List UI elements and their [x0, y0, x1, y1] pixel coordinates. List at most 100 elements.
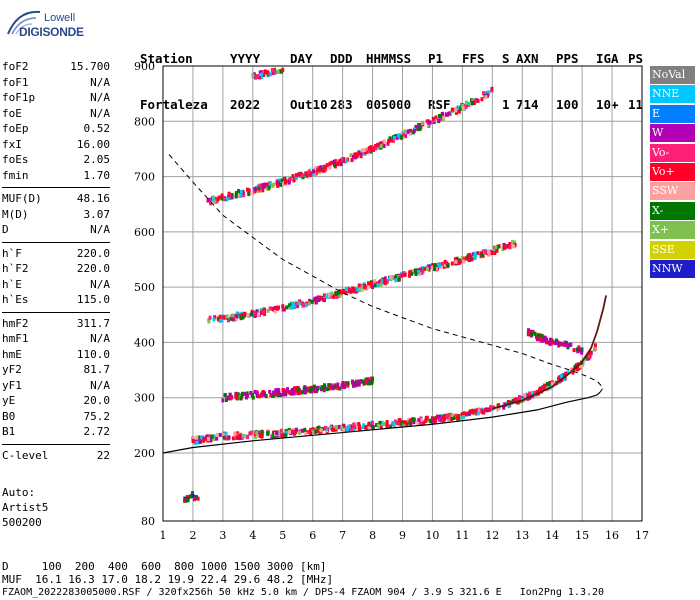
- echo-mark: [366, 378, 370, 383]
- echo-mark: [264, 394, 268, 399]
- param-row: foF1p N/A: [2, 91, 110, 106]
- param-value: 20.0: [83, 394, 111, 407]
- param-value: 0.52: [83, 122, 111, 135]
- echo-mark: [341, 289, 345, 294]
- echo-mark: [414, 124, 418, 129]
- echo-mark: [225, 314, 229, 319]
- echo-mark: [411, 417, 415, 422]
- echo-mark: [195, 435, 199, 440]
- echo-mark: [528, 391, 532, 396]
- echo-mark: [255, 433, 259, 438]
- echo-mark: [432, 267, 436, 272]
- echo-mark: [357, 283, 361, 288]
- echo-mark: [238, 433, 242, 438]
- echo-mark: [361, 425, 365, 430]
- echo-mark: [368, 380, 372, 385]
- echo-mark: [217, 195, 221, 200]
- echo-mark: [462, 411, 466, 416]
- echo-mark: [205, 434, 209, 439]
- echo-mark: [376, 142, 380, 147]
- echo-mark: [434, 266, 438, 271]
- echo-mark: [191, 438, 195, 443]
- echo-mark: [383, 280, 387, 285]
- echo-mark: [523, 393, 527, 398]
- echo-mark: [402, 135, 406, 140]
- echo-mark: [383, 276, 387, 281]
- echo-mark: [287, 303, 291, 308]
- echo-mark: [581, 360, 585, 365]
- param-row: D N/A: [2, 223, 110, 238]
- echo-mark: [294, 175, 298, 180]
- echo-mark: [403, 420, 407, 425]
- echo-mark: [395, 420, 399, 425]
- echo-mark: [287, 390, 291, 395]
- echo-mark: [338, 293, 342, 298]
- echo-mark: [311, 427, 315, 432]
- header-label-9: PPS: [556, 51, 579, 66]
- station-header: Station YYYY DAY DDD HHMMSS P1 FFS S AXN PPS IGA PS…: [140, 20, 643, 128]
- y-tick-label: 900: [134, 60, 155, 73]
- polarization-legend: NoVal NNE E W Vo- Vo+ SSW X- X+ SSE NNW: [650, 66, 695, 279]
- echo-mark: [487, 249, 491, 254]
- echo-mark: [222, 315, 226, 320]
- echo-mark: [239, 193, 243, 198]
- echo-mark: [476, 411, 480, 416]
- legend-entry-x: X-: [650, 201, 695, 220]
- echo-mark: [379, 425, 383, 430]
- echo-mark: [373, 283, 377, 288]
- echo-mark: [346, 381, 350, 386]
- echo-mark: [562, 373, 566, 378]
- echo-mark: [258, 70, 262, 75]
- echo-mark: [279, 428, 283, 433]
- echo-mark: [402, 132, 406, 137]
- echo-mark: [314, 296, 318, 301]
- echo-mark: [235, 435, 239, 440]
- echo-mark: [350, 426, 354, 431]
- param-name: hmE: [2, 347, 22, 361]
- echo-mark: [569, 342, 573, 347]
- param-separator: [2, 187, 110, 188]
- echo-mark: [309, 171, 313, 176]
- echo-mark: [363, 147, 367, 152]
- echo-mark: [361, 287, 365, 292]
- echo-mark: [319, 295, 323, 300]
- header-value-4: 005000: [366, 97, 412, 112]
- param-name: yF2: [2, 363, 22, 376]
- echo-mark: [271, 306, 275, 311]
- echo-mark: [220, 318, 224, 323]
- echo-mark: [314, 300, 318, 305]
- echo-mark: [344, 290, 348, 295]
- echo-mark: [242, 312, 246, 317]
- echo-mark: [534, 334, 538, 339]
- echo-mark: [566, 370, 570, 375]
- antenna-icon: [7, 10, 41, 35]
- echo-mark: [192, 497, 196, 502]
- echo-mark: [481, 91, 485, 96]
- echo-mark: [530, 332, 534, 337]
- param-separator: [2, 443, 110, 445]
- echo-mark: [221, 432, 225, 437]
- echo-mark: [556, 340, 560, 345]
- echo-mark: [298, 390, 302, 395]
- echo-mark: [234, 194, 238, 199]
- echo-mark: [307, 170, 311, 175]
- echo-mark: [218, 432, 222, 437]
- echo-mark: [247, 192, 251, 197]
- echo-mark: [336, 162, 340, 167]
- echo-mark: [412, 417, 416, 422]
- echo-mark: [366, 285, 370, 290]
- echo-mark: [354, 422, 358, 427]
- echo-mark: [296, 387, 300, 392]
- echo-mark: [247, 188, 251, 193]
- echo-mark: [228, 392, 232, 397]
- echo-mark: [310, 299, 314, 304]
- echo-mark: [557, 376, 561, 381]
- echo-mark: [474, 253, 478, 258]
- echo-mark: [407, 273, 411, 278]
- echo-mark: [277, 391, 281, 396]
- echo-mark: [357, 421, 361, 426]
- echo-mark: [434, 416, 438, 421]
- echo-mark: [323, 293, 327, 298]
- param-value: 2.72: [83, 425, 111, 438]
